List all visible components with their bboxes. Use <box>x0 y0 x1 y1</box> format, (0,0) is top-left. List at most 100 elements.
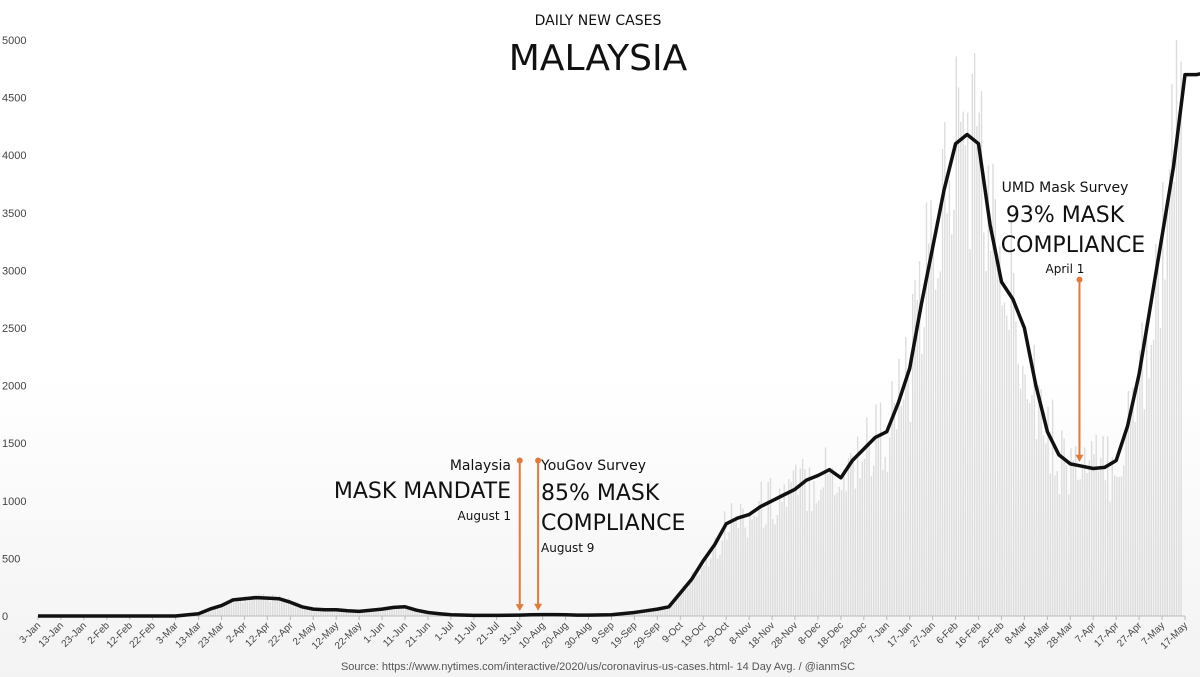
daily-bar <box>382 607 384 616</box>
daily-bar <box>632 613 634 616</box>
daily-bar <box>1077 479 1079 616</box>
y-tick-label: 2000 <box>2 381 26 393</box>
daily-bar <box>1001 305 1003 616</box>
daily-bar <box>1056 471 1058 616</box>
daily-bar <box>1132 387 1134 616</box>
daily-bar <box>700 567 703 616</box>
daily-bar <box>682 585 684 616</box>
annotation-umd-title: UMD Mask Survey <box>1002 180 1129 196</box>
daily-bar <box>363 611 366 616</box>
daily-bar <box>951 234 953 616</box>
source-note: Source: https://www.nytimes.com/interact… <box>341 661 855 673</box>
daily-bar <box>1155 243 1157 617</box>
daily-bar <box>785 507 788 616</box>
daily-bar <box>684 589 687 616</box>
daily-bar <box>742 508 744 616</box>
daily-bar <box>939 271 941 616</box>
daily-bar <box>1113 475 1116 616</box>
daily-bar <box>918 261 921 616</box>
daily-bar <box>212 609 214 616</box>
daily-bar <box>928 243 930 617</box>
daily-bar <box>347 609 350 616</box>
daily-bar <box>1029 403 1031 616</box>
daily-bar <box>870 476 873 616</box>
daily-bar <box>320 610 322 616</box>
daily-bar <box>251 595 253 616</box>
y-tick-label: 500 <box>2 553 20 565</box>
y-tick-label: 1000 <box>2 496 26 508</box>
y-tick-label: 5000 <box>2 35 26 47</box>
daily-bar <box>767 481 769 616</box>
daily-bar <box>324 608 327 616</box>
daily-bar <box>923 327 925 616</box>
daily-bar <box>861 461 863 616</box>
daily-bar <box>774 524 776 616</box>
daily-bar <box>891 381 893 616</box>
daily-bar <box>1054 475 1056 616</box>
daily-bar <box>659 609 662 616</box>
daily-bar <box>806 510 808 616</box>
daily-bar <box>274 595 276 616</box>
daily-bar <box>666 607 668 616</box>
daily-bar <box>405 608 407 616</box>
daily-bar <box>260 594 262 616</box>
x-tick-label: 21-Jul <box>475 620 502 647</box>
daily-bar <box>772 519 774 616</box>
daily-bar <box>230 597 233 616</box>
daily-bar <box>859 478 861 616</box>
daily-bar <box>265 597 267 616</box>
daily-bar <box>427 613 430 616</box>
daily-bar <box>288 598 290 616</box>
daily-bar <box>969 249 971 616</box>
daily-bar <box>921 354 923 616</box>
daily-bar <box>815 503 818 616</box>
daily-bar <box>285 599 288 616</box>
daily-bar <box>1074 446 1077 616</box>
daily-bar <box>421 610 423 616</box>
daily-bar <box>1171 83 1173 616</box>
daily-bar <box>1097 470 1100 616</box>
daily-bar <box>294 601 297 616</box>
daily-bar <box>941 148 944 616</box>
daily-bar <box>258 593 260 616</box>
daily-bar <box>689 584 691 616</box>
daily-bar <box>1168 169 1171 616</box>
daily-bar <box>703 565 705 616</box>
daily-bar <box>398 607 400 616</box>
annotation-mandate-headline: MASK MANDATE <box>334 479 511 504</box>
daily-bar <box>983 232 985 616</box>
daily-bar <box>1045 443 1047 616</box>
y-tick-label: 3000 <box>2 265 26 277</box>
daily-bar <box>1026 399 1029 616</box>
daily-bar <box>411 608 414 616</box>
annotation-yougov-line2: COMPLIANCE <box>541 511 685 536</box>
daily-bar <box>843 469 845 616</box>
daily-bar <box>840 490 843 616</box>
daily-bar <box>934 289 937 616</box>
daily-bar <box>1100 458 1102 616</box>
daily-bar <box>719 554 721 616</box>
daily-bar <box>1042 435 1045 616</box>
daily-bar <box>237 598 239 616</box>
daily-bar <box>359 611 361 616</box>
daily-bar <box>753 515 756 616</box>
annotation-yougov-date: August 9 <box>541 541 594 555</box>
daily-bars <box>180 40 1182 617</box>
daily-bar <box>948 180 951 617</box>
daily-bar <box>354 610 356 616</box>
daily-bar <box>960 121 962 617</box>
daily-bar <box>1079 479 1081 616</box>
daily-bar <box>905 337 907 616</box>
daily-bar <box>1116 476 1118 616</box>
daily-bar <box>1139 350 1141 616</box>
daily-bar <box>292 602 295 616</box>
daily-bar <box>760 481 762 616</box>
daily-bar <box>262 593 265 616</box>
daily-bar <box>657 609 659 616</box>
daily-bar <box>990 250 992 616</box>
y-tick-label: 0 <box>2 611 8 623</box>
daily-bar <box>987 165 990 617</box>
daily-bar <box>726 539 728 616</box>
daily-bar <box>1086 473 1088 616</box>
daily-bar <box>242 602 244 616</box>
